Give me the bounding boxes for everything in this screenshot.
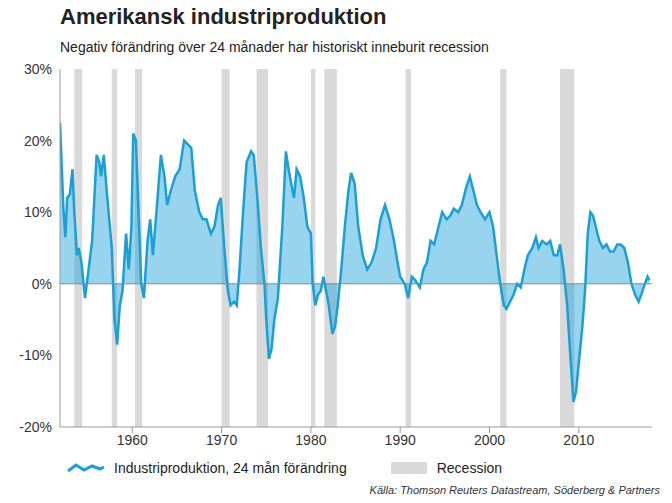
svg-text:20%: 20% bbox=[24, 133, 52, 149]
svg-text:10%: 10% bbox=[24, 204, 52, 220]
svg-text:1970: 1970 bbox=[206, 432, 237, 448]
html-text:Källa: Thomson Reuters Datastr: Källa: Thomson Reuters Datastream, Söder… bbox=[369, 484, 660, 496]
svg-text:2010: 2010 bbox=[563, 432, 594, 448]
svg-text:0%: 0% bbox=[32, 276, 52, 292]
html-text:Negativ förändring över 24 mån: Negativ förändring över 24 månader har h… bbox=[60, 39, 489, 55]
svg-text:2000: 2000 bbox=[474, 432, 505, 448]
svg-text:30%: 30% bbox=[24, 61, 52, 77]
svg-text:1990: 1990 bbox=[385, 432, 416, 448]
html-text:Recession: Recession bbox=[436, 460, 503, 476]
html-text:Amerikansk industriproduktion: Amerikansk industriproduktion bbox=[60, 4, 387, 29]
svg-text:1960: 1960 bbox=[117, 432, 148, 448]
svg-text:1980: 1980 bbox=[295, 432, 326, 448]
svg-text:-10%: -10% bbox=[19, 347, 52, 363]
svg-text:-20%: -20% bbox=[19, 419, 52, 435]
html-text:Industriproduktion, 24 mån för: Industriproduktion, 24 mån förändring bbox=[114, 460, 347, 476]
